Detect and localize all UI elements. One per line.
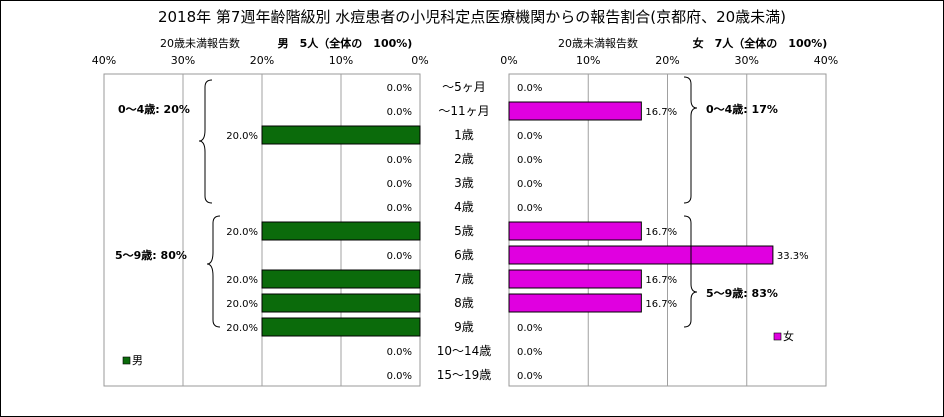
right-tick-label: 10% xyxy=(576,54,600,67)
left-bar xyxy=(261,317,421,337)
left-value-label: 0.0% xyxy=(387,107,412,118)
right-bar xyxy=(508,269,642,289)
left-value-label: 20.0% xyxy=(226,275,258,286)
left-legend-label: 男 xyxy=(132,354,143,367)
category-label: 1歳 xyxy=(454,128,474,142)
left-value-label: 20.0% xyxy=(226,323,258,334)
left-group-label-5-9: 5～9歳: 80% xyxy=(115,248,187,262)
right-bar xyxy=(508,221,642,241)
left-tick-label: 30% xyxy=(171,54,195,67)
left-value-label: 0.0% xyxy=(387,371,412,382)
left-value-label: 20.0% xyxy=(226,131,258,142)
left-tick-label: 20% xyxy=(250,54,274,67)
right-brace-5-9 xyxy=(683,215,698,328)
right-value-label: 16.7% xyxy=(645,275,677,286)
right-tick-label: 20% xyxy=(655,54,679,67)
category-label: ～11ヶ月 xyxy=(438,104,489,118)
left-tick-labels: 40% 30% 20% 10% 0% xyxy=(92,54,429,67)
right-value-label: 0.0% xyxy=(517,323,542,334)
left-brace-0-4 xyxy=(198,79,213,204)
left-value-label: 0.0% xyxy=(387,203,412,214)
right-group-label-5-9: 5～9歳: 83% xyxy=(706,286,778,300)
category-label: 8歳 xyxy=(454,296,474,310)
right-value-label: 0.0% xyxy=(517,83,542,94)
category-label: ～5ヶ月 xyxy=(442,80,486,94)
left-value-label: 0.0% xyxy=(387,83,412,94)
left-tick-label: 0% xyxy=(411,54,428,67)
left-group-label-0-4: 0～4歳: 20% xyxy=(118,102,190,116)
right-value-label: 0.0% xyxy=(517,203,542,214)
right-legend-swatch xyxy=(773,332,782,341)
right-bar xyxy=(508,293,642,313)
left-value-label: 0.0% xyxy=(387,179,412,190)
right-value-label: 0.0% xyxy=(517,347,542,358)
category-label: 10～14歳 xyxy=(437,344,492,358)
right-tick-label: 0% xyxy=(500,54,517,67)
right-tick-labels: 0% 10% 20% 30% 40% xyxy=(500,54,838,67)
left-value-labels: 0.0% 0.0% 20.0% 0.0% 0.0% 0.0% 20.0% 0.0% 20.0% 2… xyxy=(226,83,412,382)
left-value-label: 0.0% xyxy=(387,155,412,166)
left-bars xyxy=(261,125,421,337)
left-bar xyxy=(261,293,421,313)
right-value-label: 0.0% xyxy=(517,371,542,382)
left-header: 男 5人（全体の 100%) xyxy=(278,36,413,50)
category-label: 15～19歳 xyxy=(437,368,492,382)
right-group-label-0-4: 0～4歳: 17% xyxy=(706,102,778,116)
right-value-labels: 0.0% 16.7% 0.0% 0.0% 0.0% 0.0% 16.7% 33.3% 16.7%… xyxy=(517,83,809,382)
category-label: 7歳 xyxy=(454,272,474,286)
category-label: 4歳 xyxy=(454,200,474,214)
left-bar xyxy=(261,125,421,145)
right-header: 女 7人（全体の 100%) xyxy=(693,36,828,50)
right-axis-label: 20歳未満報告数 xyxy=(558,37,638,50)
left-bar xyxy=(261,269,421,289)
left-axis-label: 20歳未満報告数 xyxy=(160,37,240,50)
category-label: 9歳 xyxy=(454,320,474,334)
left-tick-label: 10% xyxy=(329,54,353,67)
left-legend-swatch xyxy=(122,356,131,365)
left-value-label: 20.0% xyxy=(226,227,258,238)
left-bar xyxy=(261,221,421,241)
right-value-label: 33.3% xyxy=(777,251,809,262)
right-legend-label: 女 xyxy=(783,329,794,343)
right-bar xyxy=(508,101,642,121)
category-label: 5歳 xyxy=(454,224,474,238)
right-bars xyxy=(508,101,774,313)
right-value-label: 16.7% xyxy=(645,107,677,118)
right-value-label: 0.0% xyxy=(517,131,542,142)
right-value-label: 16.7% xyxy=(645,299,677,310)
right-tick-label: 30% xyxy=(735,54,759,67)
left-value-label: 0.0% xyxy=(387,251,412,262)
right-brace-0-4 xyxy=(683,76,698,204)
left-value-label: 0.0% xyxy=(387,347,412,358)
chart-title: 2018年 第7週年齢階級別 水痘患者の小児科定点医療機関からの報告割合(京都府… xyxy=(158,8,786,26)
left-value-label: 20.0% xyxy=(226,299,258,310)
category-label: 6歳 xyxy=(454,248,474,262)
category-labels: ～5ヶ月 ～11ヶ月 1歳 2歳 3歳 4歳 5歳 6歳 7歳 8歳 9歳 10～14歳 15～19歳 xyxy=(437,80,492,382)
right-bar xyxy=(508,245,774,265)
left-brace-5-9 xyxy=(206,215,221,328)
right-tick-label: 40% xyxy=(814,54,838,67)
left-tick-label: 40% xyxy=(92,54,116,67)
right-value-label: 16.7% xyxy=(645,227,677,238)
right-value-label: 0.0% xyxy=(517,155,542,166)
right-value-label: 0.0% xyxy=(517,179,542,190)
category-label: 2歳 xyxy=(454,152,474,166)
category-label: 3歳 xyxy=(454,176,474,190)
